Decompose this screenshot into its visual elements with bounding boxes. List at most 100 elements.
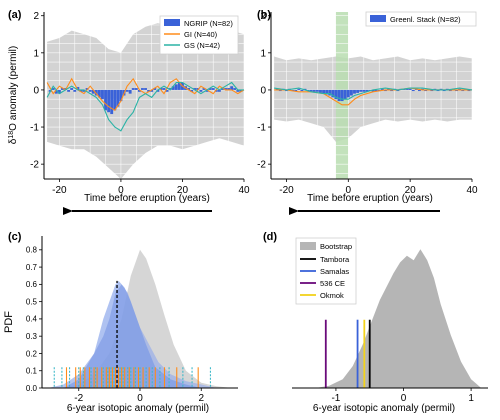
panel-a-ytick-label: 0 [33, 85, 39, 96]
panel-a-series-line-2 [46, 81, 244, 132]
legend-label-gi: GI (N=40) [184, 30, 218, 39]
panel-c-xtick-label: 0 [137, 393, 143, 404]
panel-a-bar [165, 89, 169, 92]
panel-a-label: (a) [8, 9, 22, 21]
panel-a-ylabel: δ18O anomaly (permil) [8, 46, 20, 144]
panel-b-ytick-label: -1 [257, 123, 266, 134]
legend-label-536ce: 536 CE [320, 279, 345, 288]
panel-a-bar [187, 88, 191, 90]
panel-a-bar [141, 88, 144, 90]
panel-a-bar [230, 86, 234, 90]
panel-a-bar [107, 89, 111, 113]
panel-a-bar [199, 89, 203, 92]
panel-b-bar [396, 89, 400, 92]
panel-a-bar [137, 89, 141, 92]
panel-b-bar [461, 89, 465, 92]
panel-a-bar [113, 89, 117, 111]
panel-b-bar [448, 89, 452, 92]
panel-b-bar [408, 88, 412, 90]
panel-b-bar [405, 88, 409, 90]
panel-a-bar [54, 89, 58, 94]
panel-b-ytick-label: 0 [260, 85, 266, 96]
panel-b-bar [278, 89, 282, 92]
panel-b-bar [309, 89, 313, 92]
panel-d: -1 0 1 (d) 6-year isotopic anomaly (permil… [263, 231, 488, 414]
panel-b-bar [442, 89, 446, 92]
panel-a-xtick-label: 20 [177, 185, 189, 196]
panel-a-xtick-label: 40 [238, 185, 250, 196]
panel-a-bar [51, 88, 55, 90]
panel-a-bar [159, 88, 163, 90]
panel-a-bar [110, 89, 114, 115]
panel-b-bar [328, 89, 332, 96]
panel-b-bar [343, 89, 347, 100]
panel-a-bar [116, 89, 120, 107]
panel-a-bar [227, 88, 231, 90]
panel-a-bar [236, 89, 240, 92]
panel-a-bar [144, 88, 147, 90]
panel-b-series-line-2 [274, 87, 473, 100]
panel-a-bar [214, 89, 218, 92]
panel-c-ytick-label: 0.5 [26, 297, 38, 306]
panel-b-xtick-label: 20 [405, 185, 417, 196]
panel-a-bar [193, 88, 197, 90]
panel-b-bar [303, 88, 307, 90]
panel-b-ytick-label: -2 [257, 160, 266, 171]
panel-a-bar [94, 89, 98, 96]
panel-a-bar [162, 88, 166, 90]
panel-c-ytick-label: 0.2 [26, 349, 38, 358]
panel-a-bar [97, 89, 101, 98]
panel-b-bar [315, 89, 319, 92]
panel-d-xtick-label: 0 [401, 393, 407, 404]
panel-b-bar [325, 89, 329, 95]
panel-d-bootstrap-area [315, 249, 482, 388]
panel-b-bar [334, 89, 338, 100]
panel-a-bar [208, 88, 212, 90]
panel-a-bar [233, 88, 237, 90]
panel-a-bar [177, 82, 181, 90]
panel-a-bar [168, 88, 172, 90]
panel-a-bar [67, 89, 71, 92]
panel-c-density-2 [63, 280, 202, 388]
panel-b-bar [312, 89, 316, 92]
legend-label-stack: Greenl. Stack (N=82) [390, 15, 461, 24]
panel-a-bar [134, 88, 138, 90]
panel-b-bar [411, 89, 415, 92]
panel-b-xtick-label: -20 [279, 185, 294, 196]
panel-b-bar [383, 89, 387, 92]
panel-d-xtick-label: 1 [468, 393, 474, 404]
panel-b-bar [455, 89, 458, 92]
legend-label-okmok: Okmok [320, 291, 344, 300]
panel-b-bar [359, 89, 363, 92]
panel-c-density-3 [63, 249, 232, 388]
legend-swatch-bootstrap [300, 242, 316, 250]
panel-b-bar [424, 89, 428, 92]
panel-a-bar [131, 88, 135, 90]
panel-a: -2 -1 0 1 2 -20 0 20 40 (a) δ18O anomaly (permil… [8, 9, 250, 215]
panel-b-bar [417, 89, 421, 92]
panel-b-bar [285, 89, 288, 92]
panel-a-bar [125, 89, 129, 92]
panel-a-bar [57, 89, 61, 94]
panel-a-bar [190, 89, 194, 92]
panel-a-bar [205, 89, 209, 92]
panel-c-ytick-label: 0.6 [26, 280, 38, 289]
panel-a-bar [88, 89, 92, 92]
panel-a-bar [147, 89, 151, 92]
panel-b-label: (b) [257, 9, 271, 21]
panel-b-bar [337, 89, 341, 102]
panel-a-bar [221, 88, 224, 90]
panel-b-bar [319, 89, 322, 93]
panel-b-bar [322, 89, 326, 94]
legend-label-samalas: Samalas [320, 267, 349, 276]
panel-a-ytick-label: 1 [33, 48, 39, 59]
panel-b-bar [346, 89, 350, 98]
legend-label-ngrip: NGRIP (N=82) [184, 19, 233, 28]
panel-a-ytick-label: -2 [30, 160, 39, 171]
panel-a-bar [211, 88, 215, 90]
panel-b-bar [349, 89, 353, 96]
panel-a-bar [150, 89, 154, 92]
panel-a-bar [128, 89, 132, 94]
panel-b-xtick-label: 40 [466, 185, 478, 196]
